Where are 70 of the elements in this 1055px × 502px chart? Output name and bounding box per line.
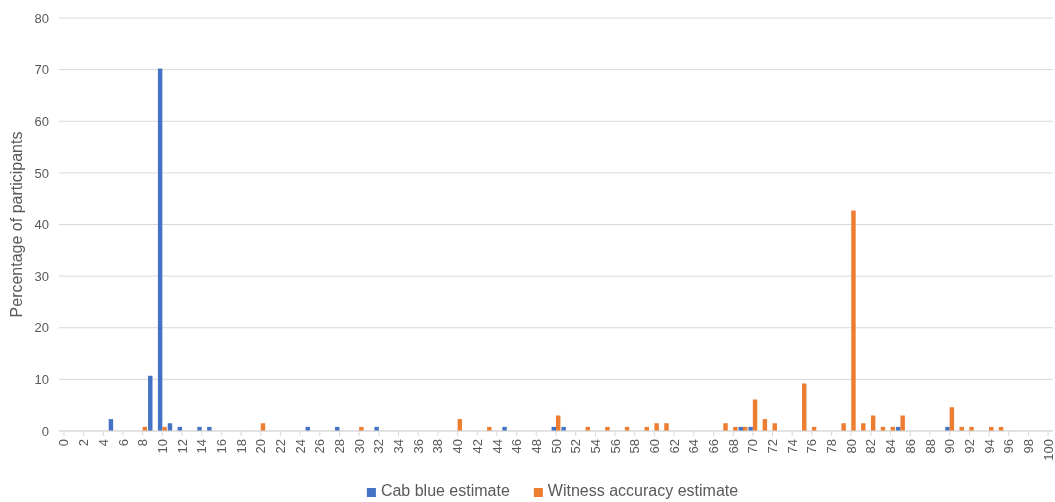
x-tick-label: 60 — [646, 439, 662, 454]
x-tick-label: 92 — [961, 439, 977, 454]
x-tick-label: 12 — [174, 439, 190, 454]
x-tick-label: 20 — [253, 439, 269, 454]
x-tick-label: 48 — [528, 439, 544, 454]
x-tick-label: 38 — [430, 439, 446, 454]
x-tick-label: 66 — [706, 439, 722, 454]
x-tick-label: 6 — [115, 439, 131, 447]
x-tick-label: 90 — [942, 439, 958, 454]
y-tick-label: 30 — [34, 268, 49, 284]
x-tick-label: 86 — [902, 439, 918, 454]
x-tick-label: 100 — [1040, 439, 1055, 461]
x-tick-label: 78 — [824, 439, 840, 454]
x-tick-label: 76 — [804, 439, 820, 454]
x-tick-label: 72 — [765, 439, 781, 454]
bar — [900, 415, 905, 431]
x-tick-label: 16 — [213, 439, 229, 454]
y-tick-label: 60 — [34, 113, 49, 129]
x-tick-label: 14 — [194, 439, 210, 454]
x-tick-label: 54 — [587, 439, 603, 454]
x-tick-label: 8 — [135, 439, 151, 447]
x-tick-label: 50 — [548, 439, 564, 454]
x-tick-label: 36 — [410, 439, 426, 454]
x-tick-label: 0 — [56, 439, 72, 447]
x-tick-label: 40 — [450, 439, 466, 454]
bar — [157, 68, 163, 431]
x-tick-label: 96 — [1001, 439, 1017, 454]
bar — [723, 423, 728, 431]
legend-label: Cab blue estimate — [380, 482, 510, 499]
x-tick-label: 18 — [233, 439, 249, 454]
x-tick-label: 46 — [509, 439, 525, 454]
x-tick-label: 88 — [922, 439, 938, 454]
y-tick-label: 80 — [34, 10, 49, 26]
bar — [654, 423, 659, 431]
x-tick-label: 10 — [154, 439, 170, 454]
x-tick-label: 22 — [272, 439, 288, 454]
x-tick-label: 52 — [568, 439, 584, 454]
x-tick-label: 74 — [784, 439, 800, 454]
x-tick-label: 28 — [332, 439, 348, 454]
x-tick-label: 58 — [627, 439, 643, 454]
y-tick-label: 10 — [34, 372, 49, 388]
bar — [861, 423, 866, 431]
x-tick-label: 82 — [863, 439, 879, 454]
bar — [664, 423, 669, 431]
x-tick-label: 2 — [76, 439, 92, 447]
x-tick-label: 98 — [1020, 439, 1036, 454]
x-tick-label: 30 — [351, 439, 367, 454]
x-tick-label: 26 — [312, 439, 328, 454]
x-tick-label: 84 — [883, 439, 899, 454]
y-tick-label: 20 — [34, 320, 49, 336]
x-tick-label: 94 — [981, 439, 997, 454]
x-tick-label: 32 — [371, 439, 387, 454]
x-tick-label: 44 — [489, 439, 505, 454]
x-tick-label: 68 — [725, 439, 741, 454]
y-axis-title: Percentage of participants — [8, 131, 25, 318]
bar — [851, 210, 856, 431]
x-tick-label: 80 — [843, 439, 859, 454]
x-tick-label: 62 — [666, 439, 682, 454]
y-tick-label: 50 — [34, 165, 49, 181]
y-tick-label: 70 — [34, 62, 49, 78]
bar — [841, 423, 846, 431]
x-tick-label: 70 — [745, 439, 761, 454]
x-tick-label: 42 — [469, 439, 485, 454]
x-tick-label: 4 — [95, 439, 111, 447]
y-tick-label: 40 — [34, 217, 49, 233]
x-tick-label: 34 — [391, 439, 407, 454]
x-tick-label: 24 — [292, 439, 308, 454]
legend-label: Witness accuracy estimate — [547, 482, 739, 499]
x-tick-label: 64 — [686, 439, 702, 454]
x-tick-label: 56 — [607, 439, 623, 454]
